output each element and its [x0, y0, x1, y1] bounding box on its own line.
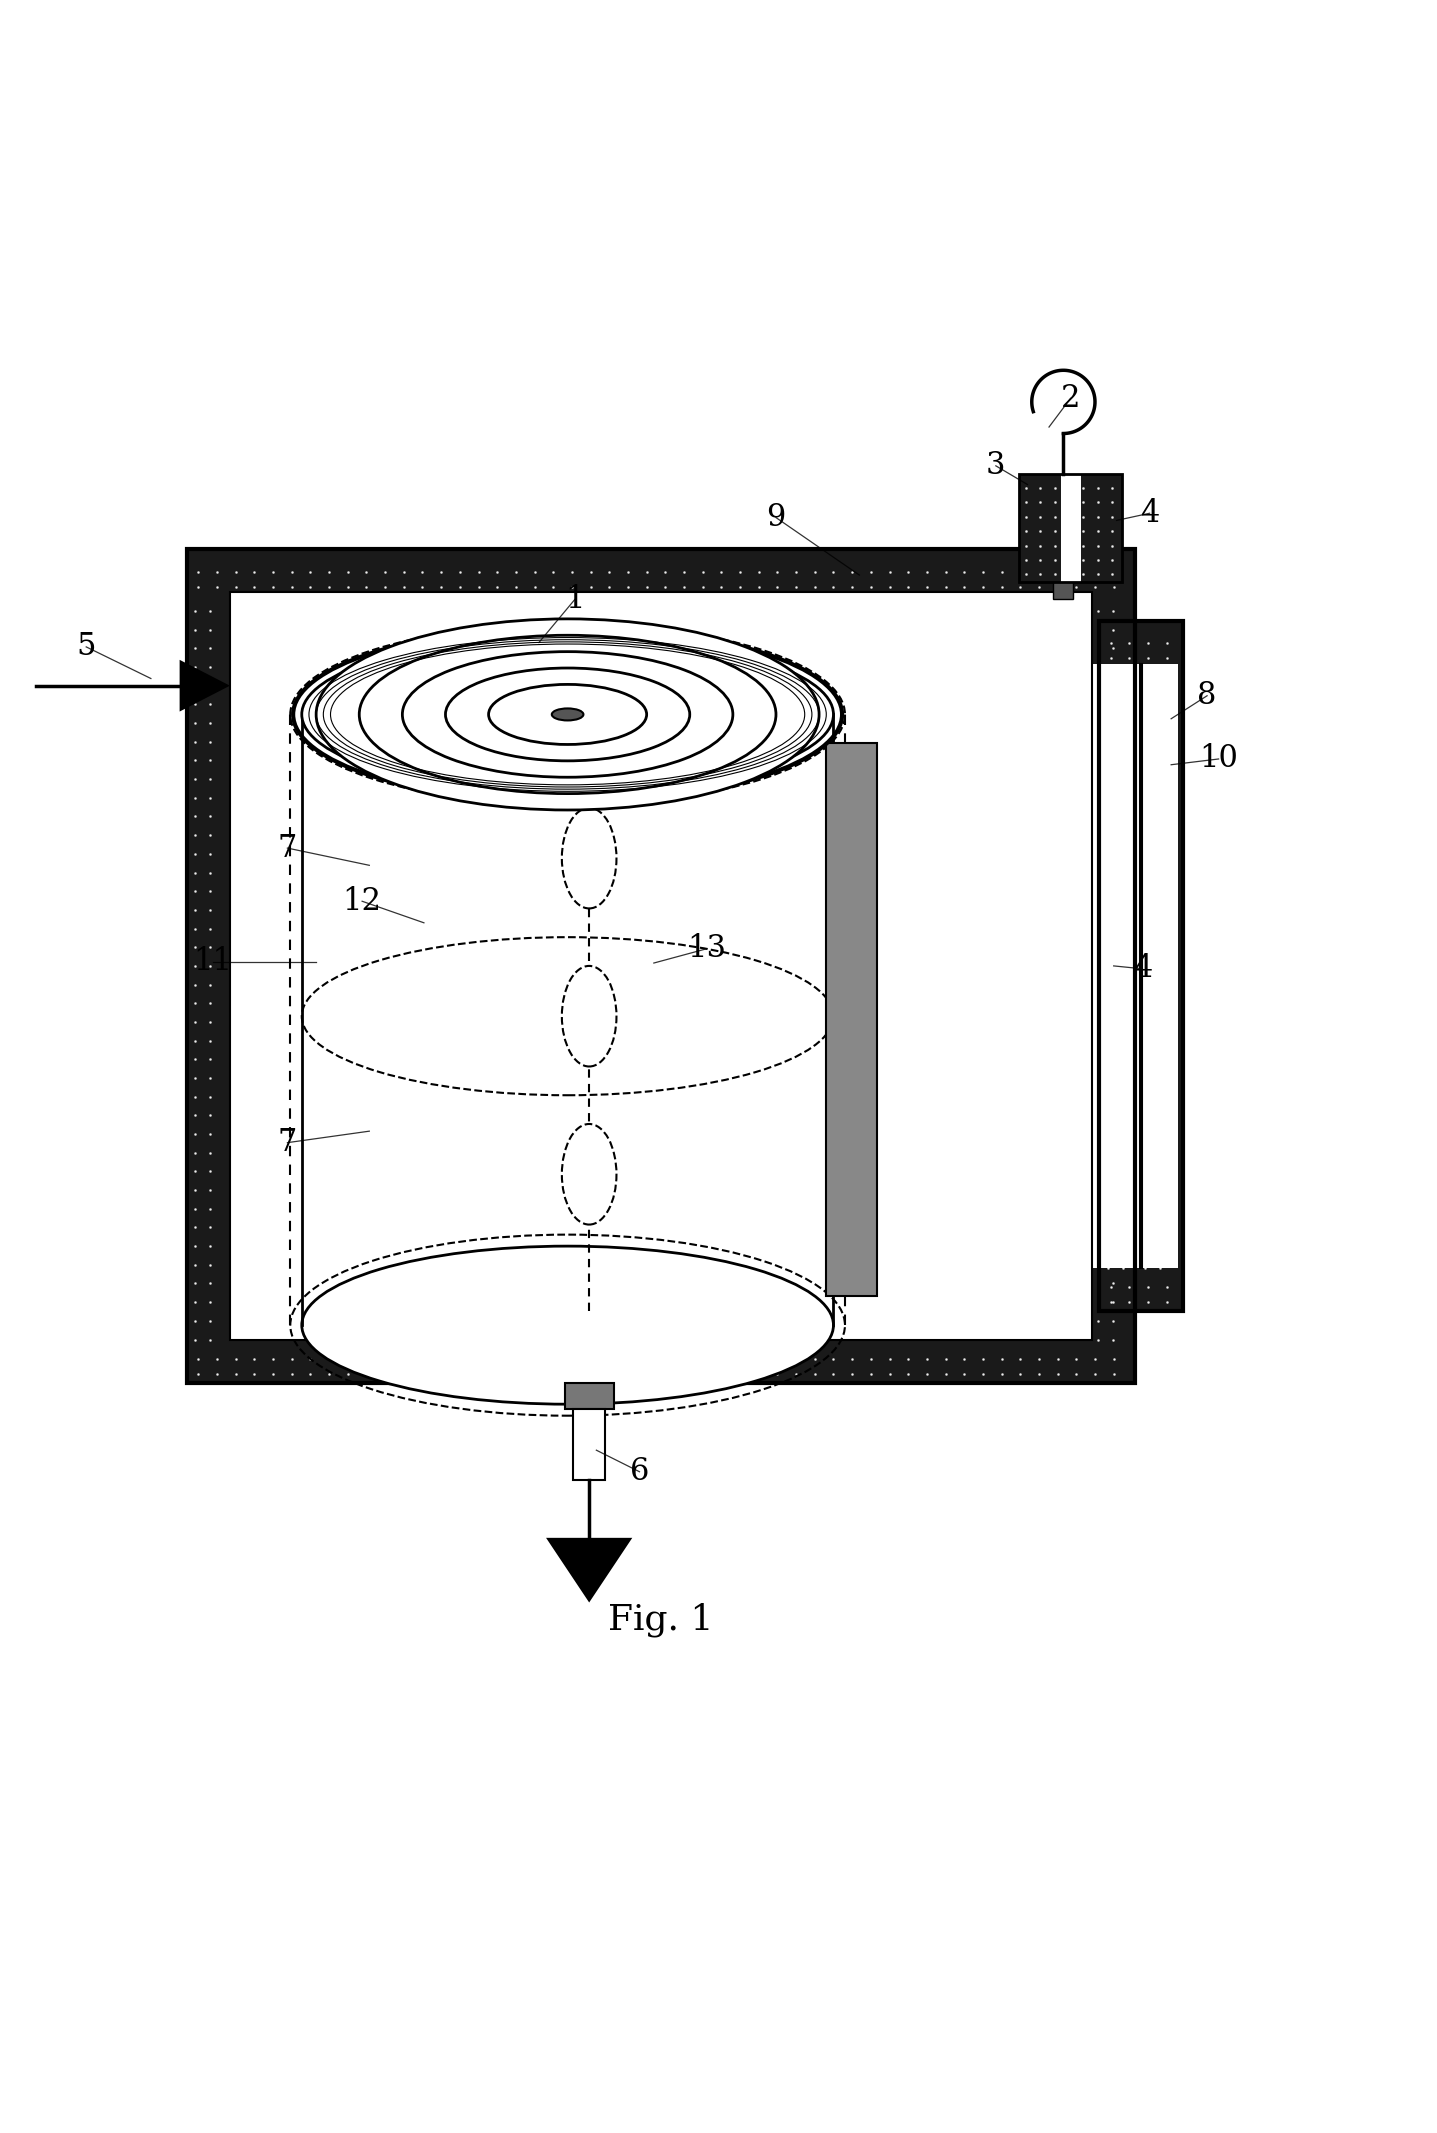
- Ellipse shape: [562, 808, 616, 909]
- Text: 7: 7: [277, 832, 297, 864]
- Bar: [230, 593, 1092, 1340]
- Polygon shape: [546, 1538, 632, 1602]
- Bar: [826, 742, 877, 1297]
- Ellipse shape: [552, 708, 583, 721]
- Bar: [1099, 621, 1183, 1312]
- Polygon shape: [180, 659, 230, 712]
- Bar: [1140, 663, 1142, 1267]
- Text: 13: 13: [687, 932, 727, 964]
- Text: 1: 1: [565, 584, 585, 614]
- Ellipse shape: [562, 1124, 616, 1224]
- Bar: [573, 1408, 605, 1480]
- Text: 2: 2: [1061, 382, 1081, 414]
- Bar: [302, 715, 833, 1325]
- Text: 10: 10: [1198, 744, 1239, 774]
- Bar: [1099, 621, 1183, 1312]
- Text: 12: 12: [342, 885, 382, 917]
- Text: 4: 4: [1132, 953, 1152, 983]
- Bar: [1053, 557, 1073, 582]
- Ellipse shape: [562, 966, 616, 1066]
- Bar: [1092, 663, 1178, 1267]
- Bar: [565, 1382, 614, 1408]
- Text: 5: 5: [76, 631, 96, 663]
- Bar: [187, 548, 1135, 1382]
- Bar: [1140, 663, 1142, 1267]
- Bar: [187, 548, 1135, 1382]
- Ellipse shape: [489, 685, 647, 744]
- Text: Fig. 1: Fig. 1: [608, 1602, 714, 1636]
- Bar: [1019, 474, 1122, 582]
- Ellipse shape: [445, 668, 690, 761]
- Text: 3: 3: [986, 450, 1006, 482]
- Ellipse shape: [302, 636, 833, 793]
- Bar: [230, 593, 1092, 1340]
- Bar: [1053, 542, 1073, 599]
- Ellipse shape: [359, 636, 776, 793]
- Text: 6: 6: [629, 1457, 650, 1487]
- Bar: [1061, 474, 1081, 582]
- Text: 7: 7: [277, 1126, 297, 1158]
- Text: 8: 8: [1197, 680, 1217, 710]
- Ellipse shape: [316, 619, 819, 811]
- Text: 4: 4: [1140, 497, 1160, 529]
- Bar: [1019, 474, 1122, 582]
- Ellipse shape: [402, 653, 733, 776]
- Text: 11: 11: [193, 947, 233, 977]
- Ellipse shape: [302, 1246, 833, 1404]
- Bar: [1092, 663, 1142, 1267]
- Text: 9: 9: [766, 501, 786, 533]
